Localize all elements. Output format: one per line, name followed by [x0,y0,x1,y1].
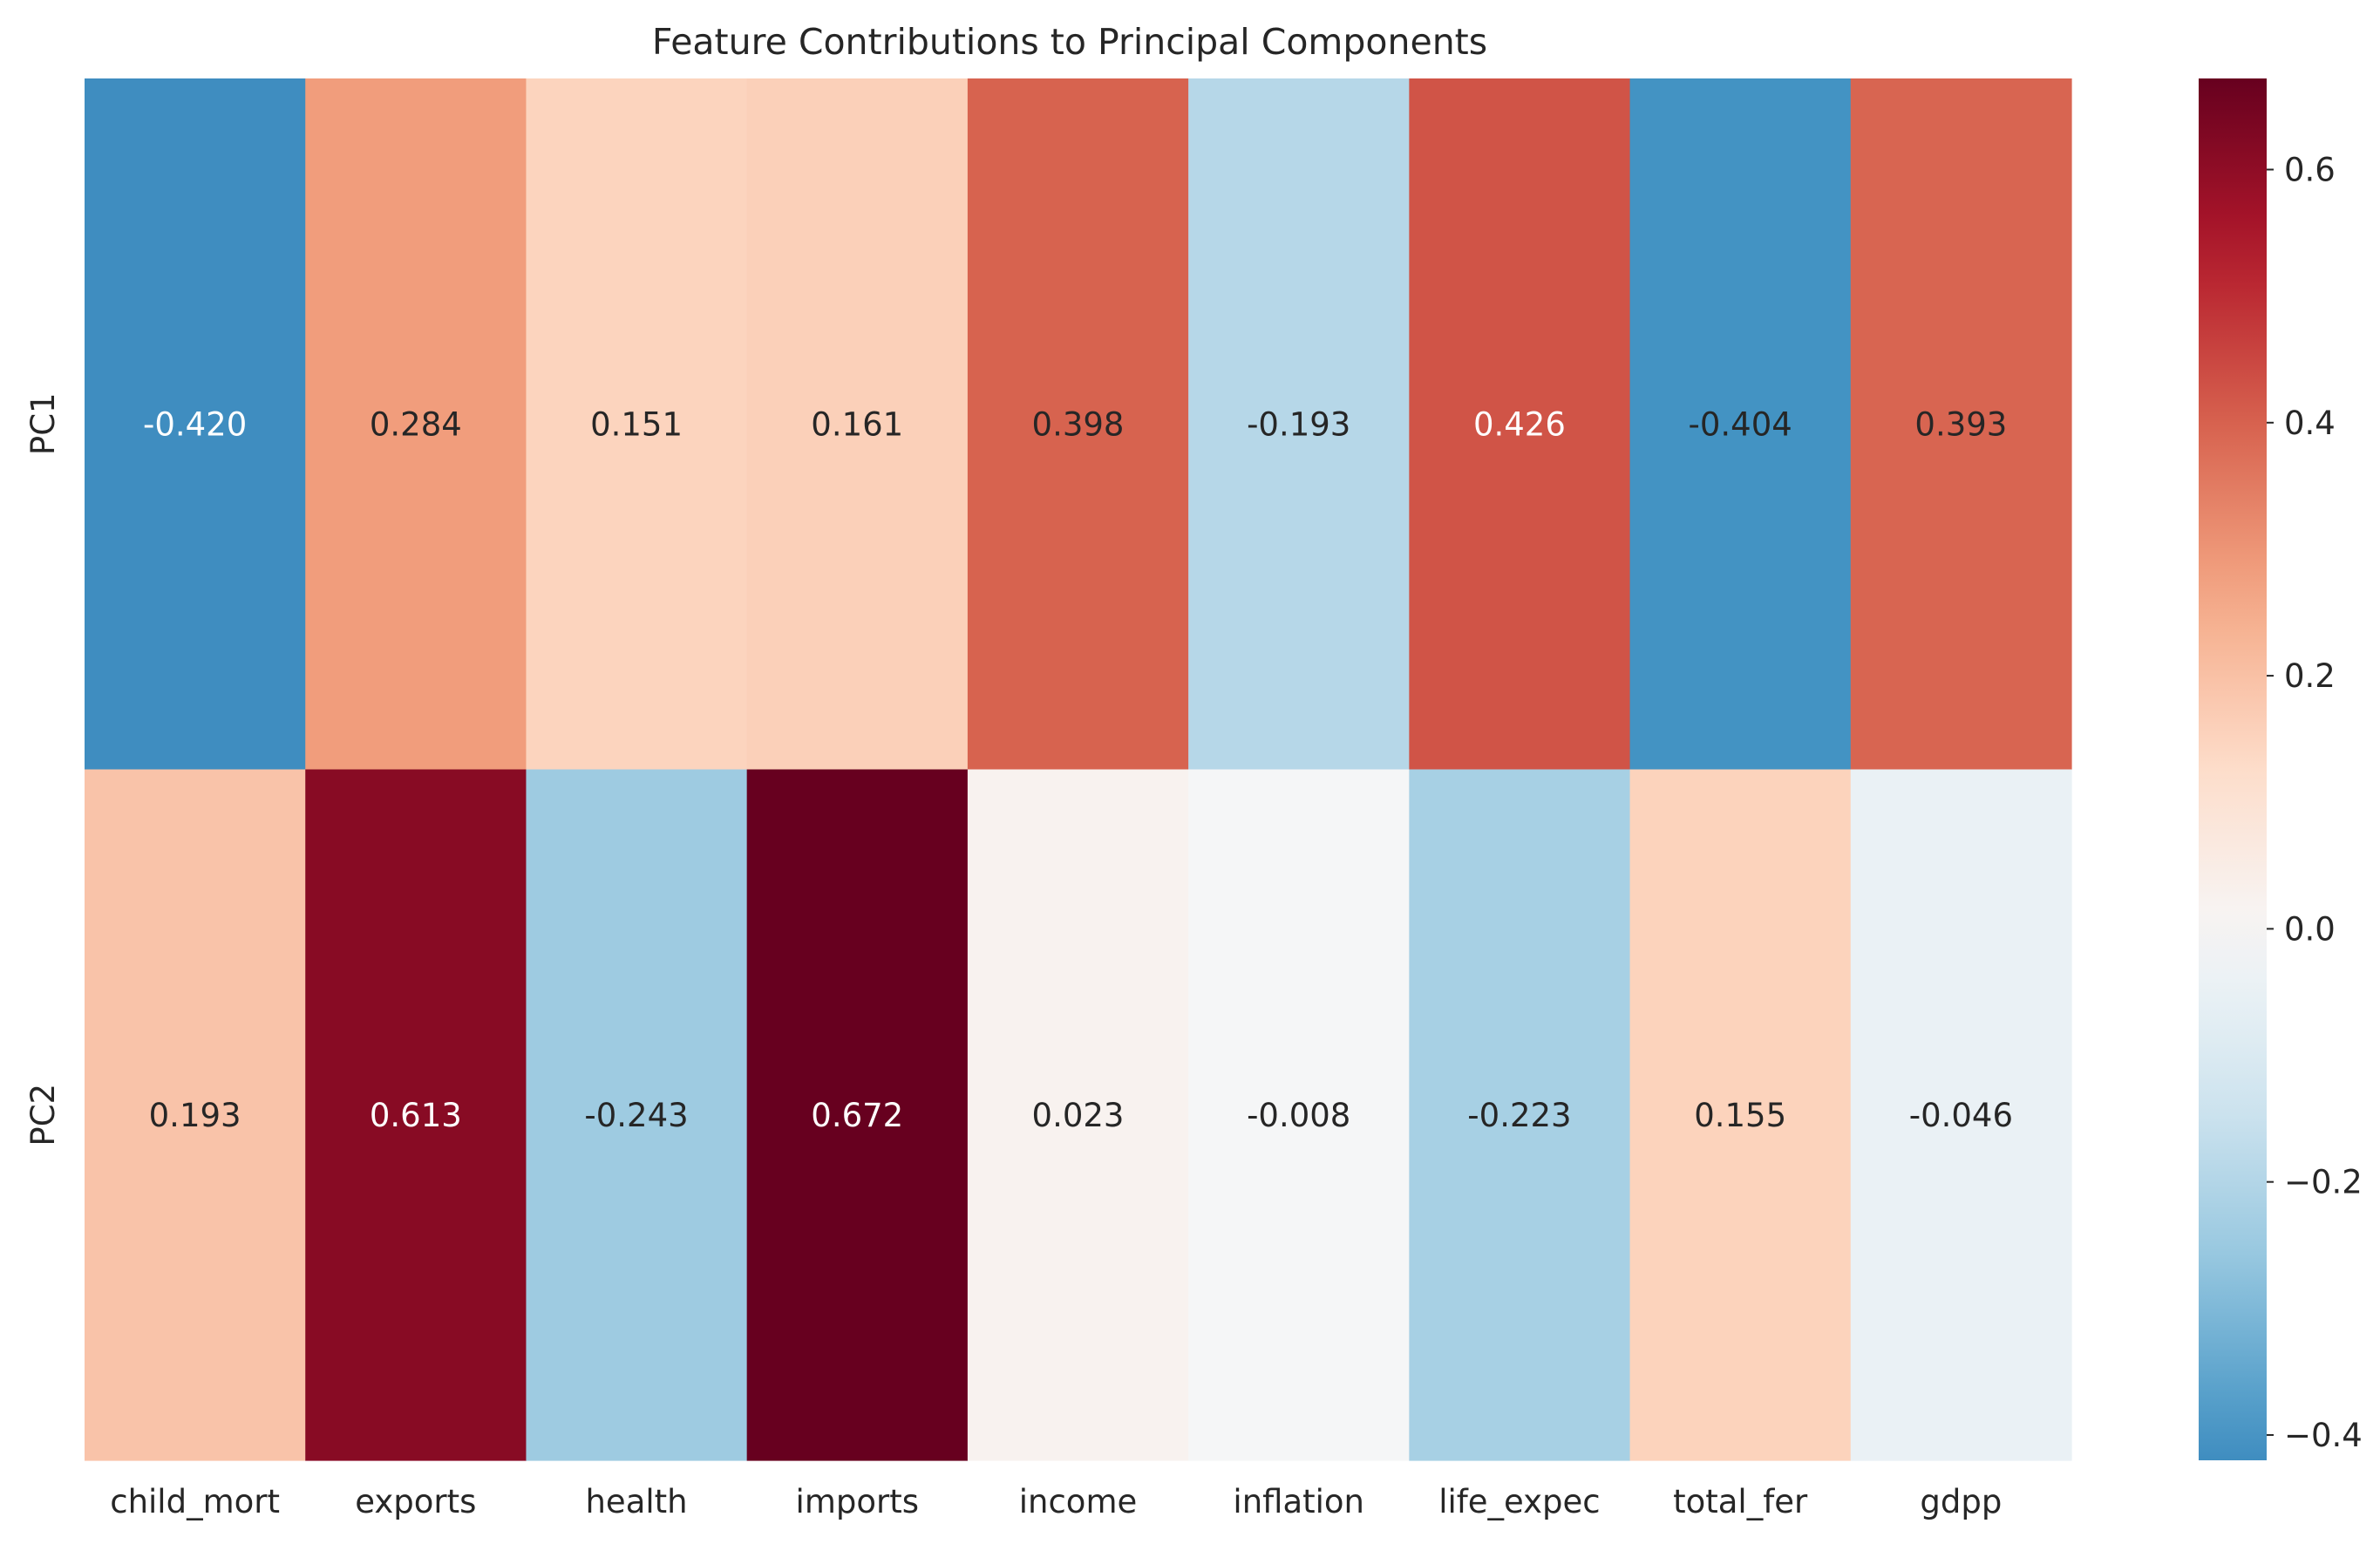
colorbar-tick-label: 0.4 [2284,405,2336,442]
chart-title: Feature Contributions to Principal Compo… [652,21,1487,63]
colorbar-tick-label: 0.2 [2284,657,2336,695]
colorbar-tick-label: −0.4 [2284,1417,2363,1454]
heatmap-cell [85,78,306,771]
x-tick-label: total_fer [1673,1483,1808,1520]
heatmap-cell [1409,78,1631,771]
x-tick-label: child_mort [110,1483,280,1520]
heatmap-cell [1409,769,1631,1461]
cell-value-label: 0.155 [1694,1097,1786,1134]
cell-value-label: -0.404 [1689,405,1792,443]
x-tick-label: income [1019,1483,1138,1520]
colorbar-tick-label: 0.0 [2284,910,2336,948]
cell-value-label: 0.151 [590,405,683,443]
cell-value-label: 0.393 [1914,405,2007,443]
heatmap-cell [526,769,748,1461]
y-tick-label: PC2 [24,1084,62,1146]
heatmap-cell [305,769,527,1461]
cell-value-label: 0.398 [1032,405,1125,443]
cell-value-label: 0.613 [370,1097,462,1134]
x-tick-label: life_expec [1438,1483,1600,1520]
cell-value-label: -0.223 [1467,1097,1571,1134]
heatmap-cell [967,78,1189,771]
x-tick-label: inflation [1233,1483,1364,1520]
heatmap-cell [1850,769,2072,1461]
heatmap-cell [1188,769,1410,1461]
cell-value-label: 0.672 [811,1097,903,1134]
colorbar-tick-label: 0.6 [2284,152,2336,189]
heatmap-cell-labels: -0.420 0.284 0.151 0.161 0.398 -0.193 0.426 -0.… [143,405,2013,1134]
x-tick-label: gdpp [1920,1483,2002,1520]
cell-value-label: 0.193 [149,1097,241,1134]
heatmap-cell [1629,769,1852,1461]
heatmap-cells [85,78,2072,1461]
cell-value-label: 0.426 [1473,405,1566,443]
heatmap-cell [746,78,969,771]
cell-value-label: -0.420 [143,405,247,443]
heatmap-cell [85,769,306,1461]
heatmap-cell [305,78,527,771]
heatmap-cell [746,769,969,1461]
heatmap-cell [967,769,1189,1461]
heatmap-cell [1850,78,2072,771]
x-tick-label: exports [355,1483,476,1520]
x-tick-label: health [585,1483,687,1520]
y-tick-label: PC1 [24,392,62,455]
heatmap-cell [526,78,748,771]
y-axis-ticks: PC1 PC2 [24,392,62,1146]
x-axis-ticks: child_mort exports health imports income infl… [110,1483,2002,1520]
colorbar-tick-label: −0.2 [2284,1164,2363,1201]
colorbar-gradient [2199,78,2267,1460]
cell-value-label: 0.284 [370,405,462,443]
cell-value-label: -0.008 [1247,1097,1350,1134]
cell-value-label: -0.193 [1247,405,1350,443]
cell-value-label: -0.046 [1909,1097,2013,1134]
colorbar: 0.6 0.4 0.2 0.0 −0.2 −0.4 [2199,78,2363,1460]
cell-value-label: -0.243 [584,1097,688,1134]
x-tick-label: imports [796,1483,919,1520]
heatmap-cell [1629,78,1852,771]
heatmap-cell [1188,78,1410,771]
cell-value-label: 0.023 [1032,1097,1125,1134]
cell-value-label: 0.161 [811,405,903,443]
